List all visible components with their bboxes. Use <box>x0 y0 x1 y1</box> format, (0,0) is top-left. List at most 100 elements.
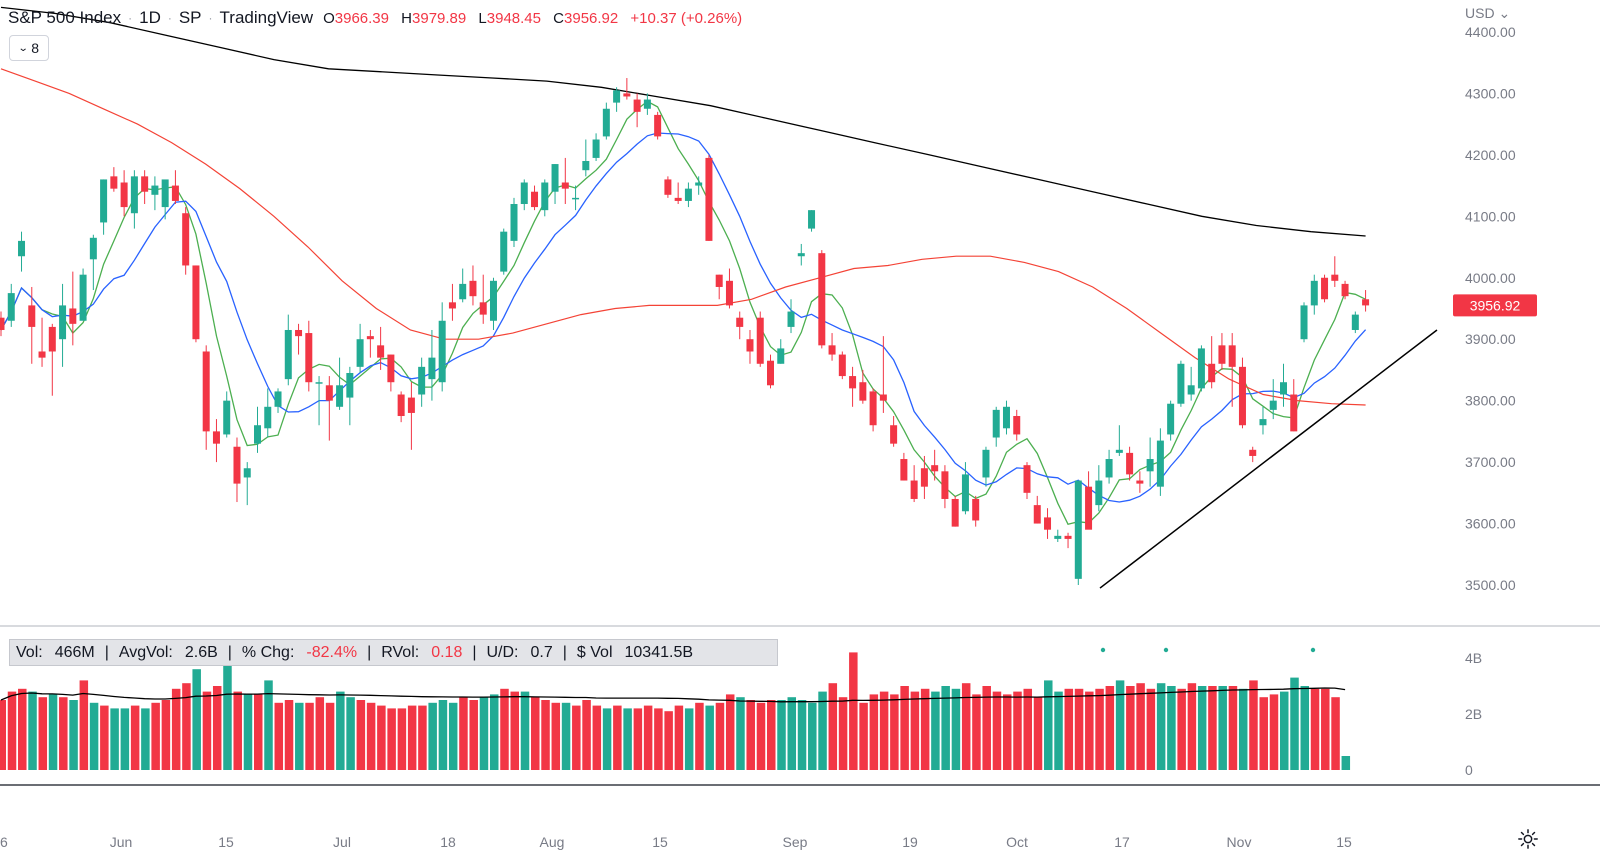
candle-body <box>418 366 426 395</box>
candle-body <box>910 480 918 499</box>
volume-average-line <box>0 687 1346 703</box>
candle-body <box>407 397 415 413</box>
volume-bar <box>1290 677 1299 770</box>
chart-legend: S&P 500 Index · 1D · SP · TradingView O3… <box>8 8 750 28</box>
candle-body <box>1167 403 1175 435</box>
candle-body <box>254 425 261 444</box>
avgvol-value: 2.6B <box>184 643 218 661</box>
ma-200-line <box>0 6 1366 237</box>
candle-body <box>643 99 651 109</box>
gear-icon[interactable] <box>1517 828 1539 850</box>
vol-value: 466M <box>54 643 95 661</box>
ma-50-line <box>0 68 1366 406</box>
candle-body <box>366 336 374 340</box>
candle-body <box>151 185 159 195</box>
price-tick-label: 4200.00 <box>1465 147 1516 163</box>
volume-bar <box>79 680 89 770</box>
exchange-label: SP <box>178 8 202 27</box>
candle-body <box>100 179 108 223</box>
volume-bar <box>397 708 407 770</box>
vol-label: Vol: <box>16 643 43 661</box>
candle-body <box>346 372 354 398</box>
candle-body <box>1197 348 1205 389</box>
price-tick-label: 4000.00 <box>1465 270 1516 286</box>
volume-bar <box>1156 683 1166 770</box>
volume-bar <box>1187 683 1197 770</box>
candle-body <box>1126 452 1134 475</box>
candle-body <box>377 345 385 358</box>
volume-bar <box>469 700 478 770</box>
date-tick-label: 16 <box>0 834 8 850</box>
dvol-value: 10341.5B <box>624 643 694 661</box>
price-tick-label: 4400.00 <box>1465 24 1516 40</box>
volume-bar <box>100 705 109 770</box>
indicators-collapse-button[interactable]: ⌄ 8 <box>9 35 49 61</box>
volume-bar <box>541 700 550 770</box>
trendline-drawing[interactable] <box>1099 329 1438 589</box>
currency-selector[interactable]: USD ⌄ <box>1465 5 1510 22</box>
candle-body <box>1310 280 1318 306</box>
volume-bar <box>438 700 448 770</box>
candle-body <box>1074 480 1082 579</box>
interval-label[interactable]: 1D <box>139 8 161 27</box>
candle-body <box>828 345 836 355</box>
volume-bar <box>1033 697 1043 770</box>
candle-body <box>1146 459 1154 472</box>
candle-body <box>89 237 97 260</box>
volume-bar <box>346 697 355 770</box>
volume-bar <box>254 694 263 770</box>
volume-bar <box>705 705 714 770</box>
candle-body <box>941 471 949 499</box>
close-value: 3956.92 <box>564 9 619 27</box>
volume-bar <box>1331 697 1340 770</box>
volume-bar <box>356 700 366 770</box>
volume-bar <box>695 702 704 770</box>
volume-bar <box>767 700 776 770</box>
price-tick-label: 4300.00 <box>1465 85 1516 101</box>
candle-body <box>264 406 272 429</box>
candle-body <box>797 253 805 257</box>
volume-bar <box>520 691 530 770</box>
candle-body <box>818 253 826 346</box>
candle-body <box>572 197 580 200</box>
volume-bar <box>336 691 345 770</box>
candle-body <box>438 320 446 383</box>
volume-bar <box>1054 691 1063 770</box>
candle-body <box>1013 416 1021 435</box>
candle-body <box>120 182 128 208</box>
candle-body <box>664 179 672 195</box>
candle-body <box>684 188 692 201</box>
candle-body <box>1085 486 1093 530</box>
date-tick-label: Jul <box>333 834 351 850</box>
volume-bar <box>808 702 817 770</box>
candle-body <box>1177 363 1185 404</box>
volume-bar <box>366 702 376 770</box>
candle-body <box>1280 382 1287 395</box>
volume-bar <box>1280 691 1289 770</box>
volume-bar <box>1023 688 1032 770</box>
volume-bar <box>171 688 181 770</box>
candle-body <box>1187 385 1195 395</box>
candle-body <box>695 182 703 186</box>
volume-marker <box>1163 647 1169 653</box>
volume-bar <box>951 688 961 770</box>
candle-body <box>325 385 333 401</box>
volume-bar <box>264 680 273 770</box>
volume-tick-label: 2B <box>1465 706 1482 722</box>
volume-bar <box>869 694 879 770</box>
volume-bar <box>38 697 48 770</box>
candle-body <box>336 385 344 407</box>
volume-bar <box>654 708 663 770</box>
candle-body <box>849 376 857 389</box>
volume-bar <box>89 702 99 770</box>
moving-averages <box>0 6 1438 589</box>
separator: | <box>472 643 477 661</box>
separator-dot: · <box>208 11 213 25</box>
candle-body <box>561 182 569 189</box>
ma-mid-line <box>0 132 1367 503</box>
volume-bar <box>982 686 991 770</box>
price-tick-label: 3900.00 <box>1465 331 1516 347</box>
volume-bar <box>1208 686 1217 770</box>
symbol-name[interactable]: S&P 500 Index <box>8 8 122 27</box>
